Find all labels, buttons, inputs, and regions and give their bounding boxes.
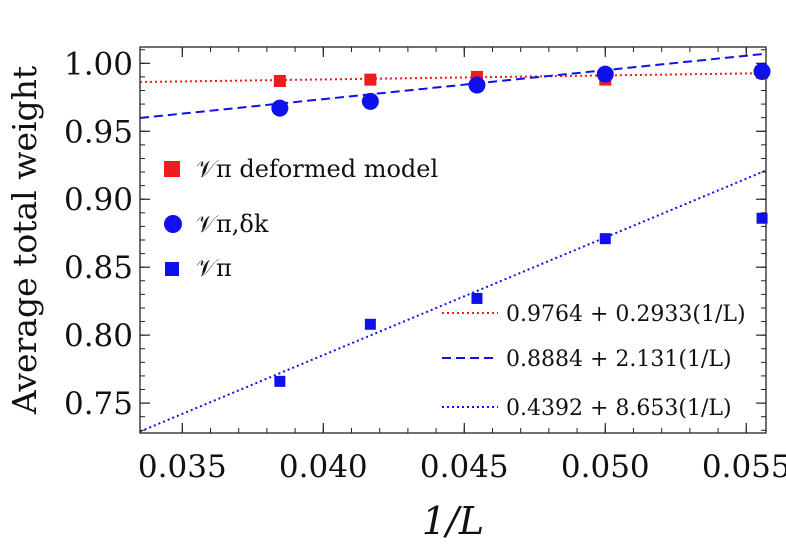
data-markers [271,62,771,387]
data-point-s2-4 [756,212,768,224]
x-axis-label: 1/L [422,499,484,543]
legend-label-vpi-deformed: 𝒱π deformed model [196,155,438,183]
fit-line-2 [139,169,767,433]
x-tick-label-1: 0.040 [279,449,368,485]
y-axis-label: Average total weight [5,66,44,415]
fit-line-0 [139,72,767,84]
y-tick-label-2: 0.85 [64,250,133,286]
data-point-s1-3 [596,65,614,83]
data-point-s1-0 [271,99,289,117]
legend-marker-vpi [165,262,179,276]
fit-legend-label-red: 0.9764 + 0.2933(1/L) [506,302,746,327]
x-axis-ticks: 0.035 0.040 0.045 0.050 0.055 [138,47,786,485]
data-point-s0-0 [273,74,286,87]
legend-label-vpi-deltak: 𝒱π,δk [196,210,269,238]
y-tick-label-0: 0.75 [64,386,133,422]
legend-marker-vpi-deltak [164,215,182,233]
fit-legend-label-blue-dashed: 0.8884 + 2.131(1/L) [506,347,732,372]
series-legend: 𝒱π deformed model 𝒱π,δk 𝒱π [164,155,438,282]
fit-legend: 0.9764 + 0.2933(1/L) 0.8884 + 2.131(1/L)… [442,302,746,421]
y-tick-label-4: 0.95 [64,114,133,150]
fit-line-1 [139,52,767,119]
x-tick-label-2: 0.045 [420,449,509,485]
legend-label-vpi: 𝒱π [196,254,232,282]
x-tick-label-3: 0.050 [561,449,650,485]
y-tick-label-3: 0.90 [64,182,133,218]
data-point-s2-1 [364,318,376,330]
data-point-s1-4 [753,62,771,80]
y-tick-label-1: 0.80 [64,318,133,354]
fit-lines [139,52,767,433]
y-tick-label-5: 1.00 [64,46,133,82]
data-point-s2-2 [471,292,483,304]
legend-marker-vpi-deformed [164,161,180,177]
data-point-s1-1 [361,92,379,110]
x-tick-label-0: 0.035 [138,449,227,485]
data-point-s2-0 [274,375,286,387]
data-point-s0-1 [364,73,377,86]
data-point-s2-3 [599,233,611,245]
x-tick-label-4: 0.055 [702,449,786,485]
plot-frame [139,46,767,434]
y-axis-ticks: 0.75 0.80 0.85 0.90 0.95 1.00 [64,46,766,431]
data-point-s1-2 [468,76,486,94]
fit-legend-label-blue-dotted: 0.4392 + 8.653(1/L) [506,396,732,421]
